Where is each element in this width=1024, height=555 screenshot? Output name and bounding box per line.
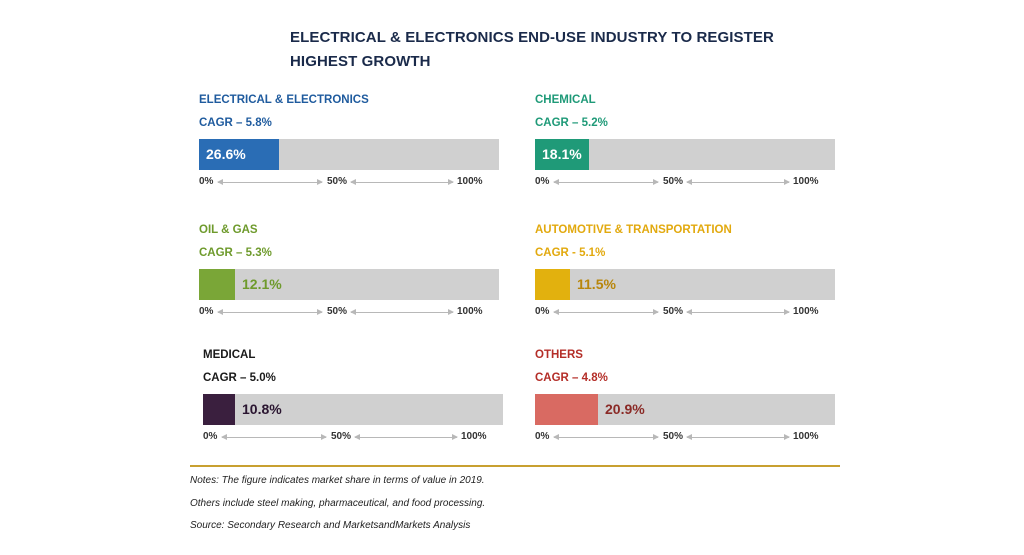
bar-track: 12.1% bbox=[199, 269, 499, 300]
double-arrow-icon bbox=[221, 434, 327, 440]
axis-tick: 0% bbox=[535, 176, 550, 187]
bar-value-label: 11.5% bbox=[577, 276, 616, 292]
note-market-share: Notes: The figure indicates market share… bbox=[190, 475, 485, 486]
panel-oil-gas: OIL & GAS CAGR – 5.3% 12.1% 0% 50% 100% bbox=[199, 224, 499, 334]
bar-track: 11.5% bbox=[535, 269, 835, 300]
panel-automotive-transportation: AUTOMOTIVE & TRANSPORTATION CAGR - 5.1% 11… bbox=[535, 224, 835, 334]
cagr-label: CAGR – 5.8% bbox=[199, 117, 272, 129]
note-others: Others include steel making, pharmaceuti… bbox=[190, 498, 486, 509]
double-arrow-icon bbox=[354, 434, 458, 440]
double-arrow-icon bbox=[686, 179, 790, 185]
percent-axis: 0% 50% 100% bbox=[535, 431, 835, 445]
bar-fill bbox=[199, 269, 235, 300]
notes-divider bbox=[190, 465, 840, 467]
cagr-label: CAGR – 4.8% bbox=[535, 372, 608, 384]
panel-title: CHEMICAL bbox=[535, 94, 596, 106]
axis-tick: 50% bbox=[331, 431, 352, 442]
bar-track: 18.1% bbox=[535, 139, 835, 170]
bar-value-label: 18.1% bbox=[542, 146, 582, 162]
double-arrow-icon bbox=[350, 179, 454, 185]
bar-value-label: 20.9% bbox=[605, 401, 645, 417]
cagr-label: CAGR – 5.2% bbox=[535, 117, 608, 129]
bar-fill bbox=[535, 269, 570, 300]
percent-axis: 0% 50% 100% bbox=[535, 176, 835, 190]
percent-axis: 0% 50% 100% bbox=[203, 431, 503, 445]
axis-tick: 0% bbox=[535, 431, 550, 442]
double-arrow-icon bbox=[217, 309, 323, 315]
bar-fill bbox=[203, 394, 235, 425]
panel-chemical: CHEMICAL CAGR – 5.2% 18.1% 0% 50% 100% bbox=[535, 94, 835, 204]
panel-title: AUTOMOTIVE & TRANSPORTATION bbox=[535, 224, 732, 236]
bar-value-label: 12.1% bbox=[242, 276, 282, 292]
cagr-label: CAGR – 5.3% bbox=[199, 247, 272, 259]
double-arrow-icon bbox=[553, 179, 659, 185]
axis-tick: 100% bbox=[457, 306, 483, 317]
axis-tick: 50% bbox=[327, 306, 348, 317]
axis-tick: 50% bbox=[663, 431, 684, 442]
panel-title: OTHERS bbox=[535, 349, 583, 361]
axis-tick: 100% bbox=[793, 431, 819, 442]
percent-axis: 0% 50% 100% bbox=[535, 306, 835, 320]
double-arrow-icon bbox=[350, 309, 454, 315]
bar-value-label: 26.6% bbox=[206, 146, 246, 162]
axis-tick: 0% bbox=[199, 306, 214, 317]
percent-axis: 0% 50% 100% bbox=[199, 306, 499, 320]
bar-fill bbox=[535, 139, 589, 170]
cagr-label: CAGR - 5.1% bbox=[535, 247, 606, 259]
bar-value-label: 10.8% bbox=[242, 401, 282, 417]
chart-title: ELECTRICAL & ELECTRONICS END-USE INDUSTR… bbox=[290, 29, 774, 70]
percent-axis: 0% 50% 100% bbox=[199, 176, 499, 190]
double-arrow-icon bbox=[686, 309, 790, 315]
axis-tick: 50% bbox=[663, 176, 684, 187]
double-arrow-icon bbox=[553, 434, 659, 440]
cagr-label: CAGR – 5.0% bbox=[203, 372, 276, 384]
panel-medical: MEDICAL CAGR – 5.0% 10.8% 0% 50% 100% bbox=[203, 349, 503, 459]
note-source: Source: Secondary Research and Marketsan… bbox=[190, 520, 471, 531]
panel-electrical-electronics: ELECTRICAL & ELECTRONICS CAGR – 5.8% 26.6%… bbox=[199, 94, 499, 204]
double-arrow-icon bbox=[686, 434, 790, 440]
bar-track: 26.6% bbox=[199, 139, 499, 170]
axis-tick: 100% bbox=[461, 431, 487, 442]
bar-track: 10.8% bbox=[203, 394, 503, 425]
axis-tick: 100% bbox=[793, 176, 819, 187]
panel-others: OTHERS CAGR – 4.8% 20.9% 0% 50% 100% bbox=[535, 349, 835, 459]
double-arrow-icon bbox=[217, 179, 323, 185]
panel-title: ELECTRICAL & ELECTRONICS bbox=[199, 94, 369, 106]
bar-fill bbox=[199, 139, 279, 170]
bar-track: 20.9% bbox=[535, 394, 835, 425]
axis-tick: 0% bbox=[199, 176, 214, 187]
axis-tick: 0% bbox=[535, 306, 550, 317]
axis-tick: 0% bbox=[203, 431, 218, 442]
double-arrow-icon bbox=[553, 309, 659, 315]
axis-tick: 50% bbox=[327, 176, 348, 187]
axis-tick: 100% bbox=[793, 306, 819, 317]
axis-tick: 50% bbox=[663, 306, 684, 317]
panel-title: MEDICAL bbox=[203, 349, 256, 361]
panel-title: OIL & GAS bbox=[199, 224, 258, 236]
bar-fill bbox=[535, 394, 598, 425]
axis-tick: 100% bbox=[457, 176, 483, 187]
